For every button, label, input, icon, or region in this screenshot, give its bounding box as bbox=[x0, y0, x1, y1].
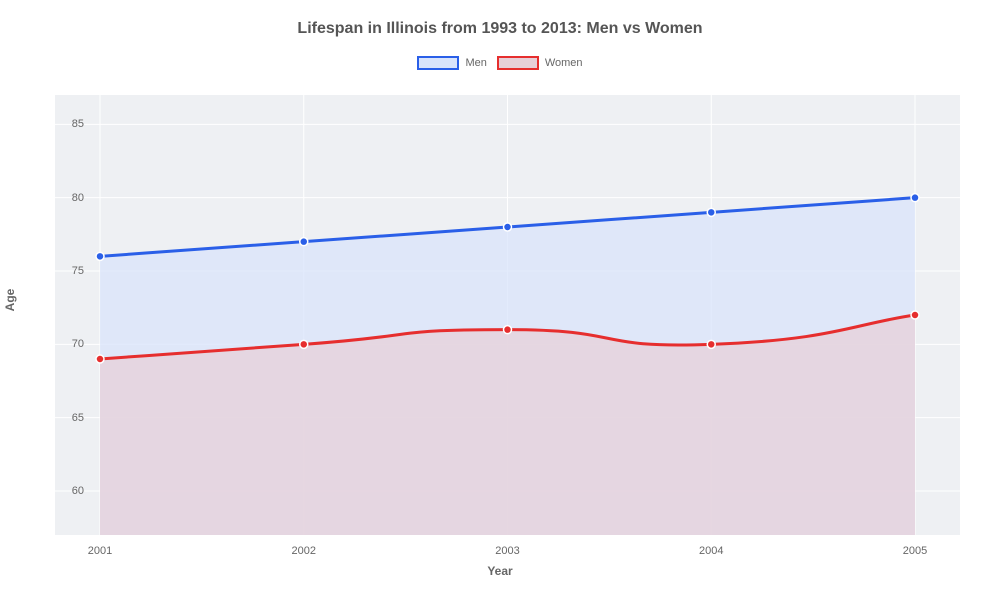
series-marker-women bbox=[911, 311, 919, 319]
y-axis-label: Age bbox=[3, 289, 17, 312]
x-tick-label: 2001 bbox=[88, 545, 112, 557]
x-axis-label: Year bbox=[487, 564, 512, 578]
x-tick-label: 2004 bbox=[699, 545, 723, 557]
y-tick-label: 80 bbox=[54, 192, 84, 204]
legend-swatch-women bbox=[497, 56, 539, 70]
series-marker-women bbox=[504, 326, 512, 334]
plot-svg bbox=[55, 95, 960, 535]
series-marker-men bbox=[300, 238, 308, 246]
chart-title: Lifespan in Illinois from 1993 to 2013: … bbox=[0, 0, 1000, 38]
y-tick-label: 70 bbox=[54, 338, 84, 350]
plot-area bbox=[55, 95, 960, 535]
legend-swatch-men bbox=[417, 56, 459, 70]
series-marker-women bbox=[96, 355, 104, 363]
x-tick-label: 2005 bbox=[903, 545, 927, 557]
legend-label-men: Men bbox=[465, 57, 486, 69]
legend-item-women: Women bbox=[497, 56, 583, 70]
legend: Men Women bbox=[0, 56, 1000, 70]
y-tick-label: 85 bbox=[54, 118, 84, 130]
series-marker-men bbox=[504, 223, 512, 231]
x-tick-label: 2003 bbox=[495, 545, 519, 557]
series-marker-men bbox=[96, 252, 104, 260]
x-tick-label: 2002 bbox=[292, 545, 316, 557]
y-tick-label: 60 bbox=[54, 485, 84, 497]
series-marker-men bbox=[911, 194, 919, 202]
series-marker-women bbox=[300, 340, 308, 348]
y-tick-label: 65 bbox=[54, 412, 84, 424]
series-marker-women bbox=[707, 340, 715, 348]
legend-item-men: Men bbox=[417, 56, 486, 70]
legend-label-women: Women bbox=[545, 57, 583, 69]
series-marker-men bbox=[707, 208, 715, 216]
y-tick-label: 75 bbox=[54, 265, 84, 277]
